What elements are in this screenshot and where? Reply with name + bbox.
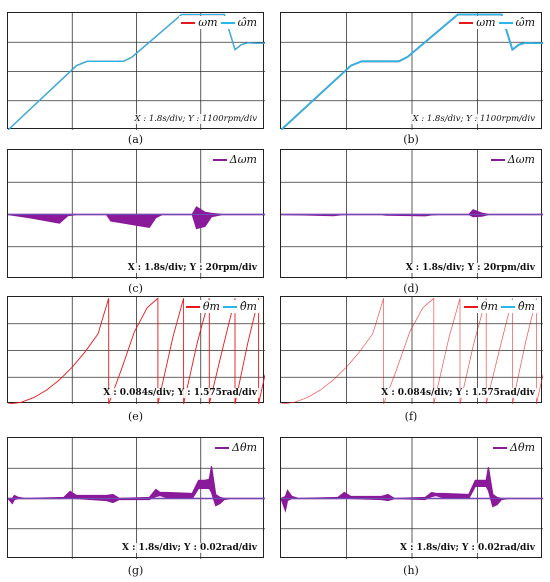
caption-h: (h) [403, 564, 419, 577]
legend-c: Δωm [210, 153, 259, 166]
plot-svg-d [281, 150, 543, 279]
legend-label: ω̂m [237, 16, 257, 29]
plot-b: ωm ω̂m X : 1.8s/div; Y : 1100rpm/div [280, 12, 543, 130]
legend-label: θ̂m [239, 300, 257, 313]
plot-a: ωm ω̂m X : 1.8s/div; Y : 1100rpm/div [7, 12, 265, 130]
legend-swatch [212, 158, 227, 161]
legend-swatch [459, 21, 474, 24]
caption-a: (a) [127, 133, 144, 146]
legend-label: Δωm [229, 153, 257, 166]
legend-a: ωm ω̂m [179, 16, 259, 29]
legend-swatch [181, 21, 196, 24]
legend-swatch [493, 446, 507, 449]
error-band [8, 466, 265, 507]
legend-swatch [498, 21, 513, 24]
legend-label: Δθm [510, 441, 535, 454]
caption-e: (e) [127, 410, 144, 423]
legend-swatch [220, 21, 235, 24]
scale-label-b: X : 1.8s/div; Y : 1100rpm/div [410, 114, 537, 124]
plot-h: Δθm X : 1.8s/div; Y : 0.02rad/div [280, 437, 543, 559]
scale-label-c: X : 1.8s/div; Y : 20rpm/div [125, 263, 259, 273]
legend-item: Δωm [212, 153, 257, 166]
legend-swatch [222, 305, 237, 308]
series-line-estimated [8, 13, 265, 130]
legend-h: Δθm [491, 441, 537, 454]
legend-item: ω̂m [220, 16, 257, 29]
caption-d: (d) [403, 282, 419, 295]
legend-item: θm [463, 300, 498, 313]
plot-svg-c [8, 150, 265, 279]
legend-item: θ̂m [500, 300, 535, 313]
caption-f: (f) [404, 410, 418, 423]
scale-label-f: X : 0.084s/div; Y : 1.575rad/div [379, 388, 537, 398]
legend-swatch [500, 305, 515, 308]
series-line-estimated [281, 13, 543, 130]
legend-item: θm [185, 300, 220, 313]
legend-label: θm [480, 300, 498, 313]
scale-label-e: X : 0.084s/div; Y : 1.575rad/div [101, 388, 259, 398]
plot-svg-b [281, 13, 543, 130]
caption-b: (b) [403, 133, 419, 146]
series-line-actual [281, 297, 543, 404]
legend-label: Δθm [232, 441, 257, 454]
caption-c: (c) [128, 282, 143, 295]
legend-swatch [185, 305, 200, 308]
legend-label: θ̂m [517, 300, 535, 313]
legend-item: Δθm [493, 441, 535, 454]
legend-label: Δωm [507, 153, 535, 166]
legend-g: Δθm [213, 441, 259, 454]
legend-label: θm [202, 300, 220, 313]
legend-swatch [490, 158, 505, 161]
legend-d: Δωm [488, 153, 537, 166]
legend-swatch [463, 305, 478, 308]
plot-d: Δωm X : 1.8s/div; Y : 20rpm/div [280, 149, 543, 279]
plot-f: θm θ̂m X : 0.084s/div; Y : 1.575rad/div [280, 296, 543, 404]
series-line-actual [8, 297, 265, 404]
legend-label: ωm [198, 16, 218, 29]
scale-label-h: X : 1.8s/div; Y : 0.02rad/div [397, 543, 537, 553]
scale-label-g: X : 1.8s/div; Y : 0.02rad/div [119, 543, 259, 553]
error-band [281, 467, 543, 513]
legend-item: θ̂m [222, 300, 257, 313]
legend-label: ωm [476, 16, 496, 29]
plot-svg-e [8, 297, 265, 404]
caption-g: (g) [127, 564, 144, 577]
plot-svg-f [281, 297, 543, 404]
legend-item: Δωm [490, 153, 535, 166]
plot-svg-g [8, 438, 265, 559]
legend-swatch [215, 446, 229, 449]
legend-item: Δθm [215, 441, 257, 454]
legend-f: θm θ̂m [461, 300, 537, 313]
legend-e: θm θ̂m [183, 300, 259, 313]
plot-e: θm θ̂m X : 0.084s/div; Y : 1.575rad/div [7, 296, 265, 404]
plot-svg-h [281, 438, 543, 559]
legend-b: ωm ω̂m [457, 16, 537, 29]
scale-label-d: X : 1.8s/div; Y : 20rpm/div [403, 263, 537, 273]
legend-label: ω̂m [515, 16, 535, 29]
legend-item: ω̂m [498, 16, 535, 29]
legend-item: ωm [459, 16, 496, 29]
plot-c: Δωm X : 1.8s/div; Y : 20rpm/div [7, 149, 265, 279]
scale-label-a: X : 1.8s/div; Y : 1100rpm/div [132, 114, 259, 124]
plot-svg-a [8, 13, 265, 130]
plot-g: Δθm X : 1.8s/div; Y : 0.02rad/div [7, 437, 265, 559]
legend-item: ωm [181, 16, 218, 29]
